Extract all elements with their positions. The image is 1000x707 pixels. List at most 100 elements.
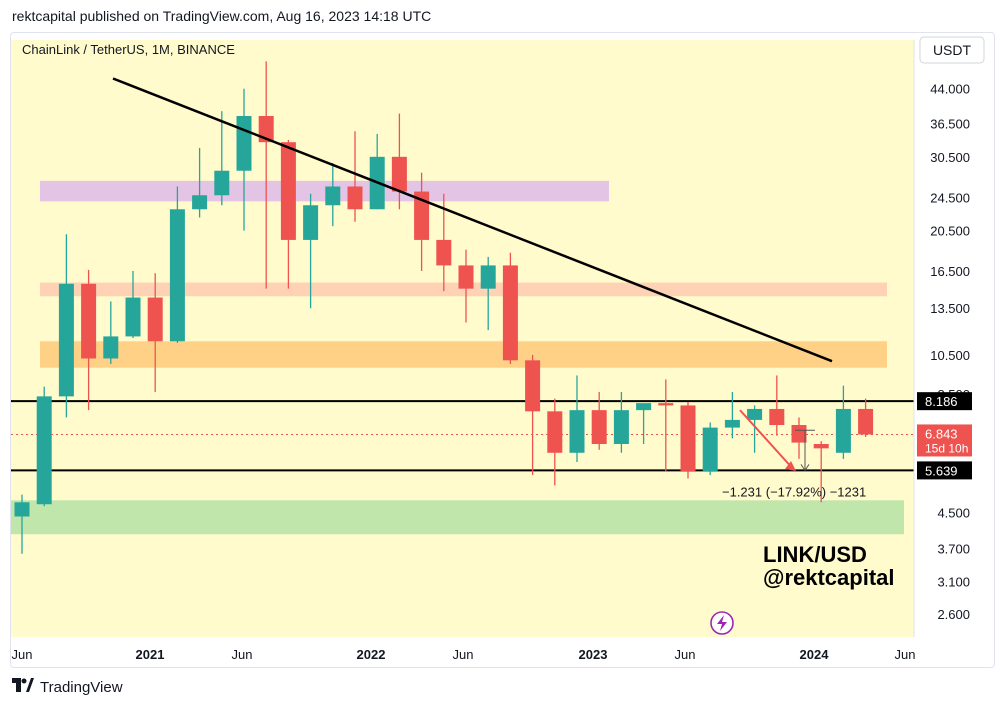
candle-body — [303, 205, 319, 240]
candle-body — [769, 408, 785, 426]
candle-body — [103, 336, 119, 359]
candle-body — [702, 427, 718, 472]
price-tick-label: 13.500 — [930, 301, 970, 316]
lightning-icon[interactable] — [710, 611, 734, 635]
candle-body — [236, 115, 252, 171]
time-tick-label: Jun — [675, 647, 696, 662]
candle — [81, 269, 97, 411]
candle — [14, 494, 30, 554]
candle — [791, 417, 807, 459]
time-tick-label: 2024 — [800, 647, 830, 662]
price-tick-label: 16.500 — [930, 264, 970, 279]
price-tick-label: 44.000 — [930, 82, 970, 97]
candle — [458, 249, 474, 323]
candle — [214, 111, 230, 206]
candle-body — [169, 209, 185, 342]
candle — [547, 398, 563, 486]
candle-body — [81, 283, 97, 359]
support-resistance-zones — [11, 180, 904, 535]
zone-green — [11, 500, 904, 535]
candle — [436, 193, 452, 292]
candle-body — [813, 444, 829, 449]
publish-header: rektcapital published on TradingView.com… — [12, 8, 432, 24]
price-tick-label: 30.500 — [930, 150, 970, 165]
candle-body — [258, 115, 274, 143]
price-tick-label: 36.500 — [930, 116, 970, 131]
candle-body — [502, 265, 518, 361]
price-tick-label: 24.500 — [930, 191, 970, 206]
zone-purple — [40, 180, 609, 202]
candle-body — [835, 408, 851, 453]
candle-body — [325, 186, 341, 206]
price-tick-label: 10.500 — [930, 348, 970, 363]
chart-title: ChainLink / TetherUS, 1M, BINANCE — [22, 42, 235, 57]
tradingview-logo-icon[interactable] — [12, 678, 34, 697]
candle-body — [591, 410, 607, 445]
current-price-tag — [917, 424, 972, 457]
candle — [591, 391, 607, 450]
candle — [636, 403, 652, 445]
level-label-bg-1 — [917, 461, 972, 480]
level-label-0: 8.186 — [925, 394, 958, 409]
watermark-handle: @rektcapital — [763, 565, 895, 590]
watermark-pair: LINK/USD — [763, 542, 867, 567]
candle — [769, 375, 785, 436]
candle-body — [414, 191, 430, 240]
candle — [702, 422, 718, 476]
candle-body — [525, 360, 541, 412]
candle-body — [747, 408, 763, 420]
candle — [414, 172, 430, 271]
time-tick-label: 2022 — [357, 647, 386, 662]
currency-button[interactable]: USDT — [919, 36, 985, 64]
candle — [613, 391, 629, 453]
currency-label: USDT — [933, 42, 972, 58]
candle-body — [147, 297, 163, 342]
candles — [14, 61, 874, 554]
projection-arrow-line — [739, 409, 793, 469]
candle-body — [569, 410, 585, 453]
footer-brand: TradingView — [40, 679, 123, 696]
candle-body — [480, 265, 496, 289]
projection-arrow-head — [785, 461, 796, 472]
candle — [103, 301, 119, 364]
current-price-label: 6.843 — [925, 426, 958, 441]
time-tick-label: Jun — [453, 647, 474, 662]
candle-body — [280, 142, 296, 240]
time-tick-label: Jun — [12, 647, 33, 662]
candle — [569, 375, 585, 462]
footer: TradingView — [12, 678, 123, 697]
candle — [858, 398, 874, 437]
candle — [325, 163, 341, 227]
candle — [258, 61, 274, 289]
candle-body — [547, 411, 563, 453]
candle — [192, 147, 208, 218]
candle — [391, 113, 407, 210]
level-label-1: 5.639 — [925, 463, 958, 478]
candle — [58, 234, 74, 418]
candle-body — [458, 265, 474, 289]
time-tick-label: 2021 — [136, 647, 165, 662]
annotations: −1.231 (−17.92%) −1231 — [722, 409, 866, 500]
time-axis: Jun 2021 Jun 2022 Jun 2023 Jun 2024 Jun — [12, 647, 916, 662]
price-tick-label: 4.500 — [937, 505, 970, 520]
candle-body — [125, 297, 141, 337]
candle-body — [636, 403, 652, 411]
candle — [680, 401, 696, 479]
price-tick-label: 3.700 — [937, 542, 970, 557]
zone-orange — [40, 341, 887, 368]
candle — [835, 385, 851, 459]
measure-label: −1.231 (−17.92%) −1231 — [722, 485, 866, 500]
candle-body — [391, 156, 407, 192]
candle-body — [858, 408, 874, 435]
time-tick-label: 2023 — [579, 647, 608, 662]
candle — [280, 139, 296, 289]
candle — [658, 379, 674, 472]
candle — [502, 252, 518, 364]
candle-body — [58, 283, 74, 397]
horizontal-levels — [11, 400, 914, 472]
candle-body — [436, 239, 452, 266]
zone-salmon — [40, 282, 887, 297]
candle-body — [658, 403, 674, 406]
candle-body — [192, 195, 208, 210]
